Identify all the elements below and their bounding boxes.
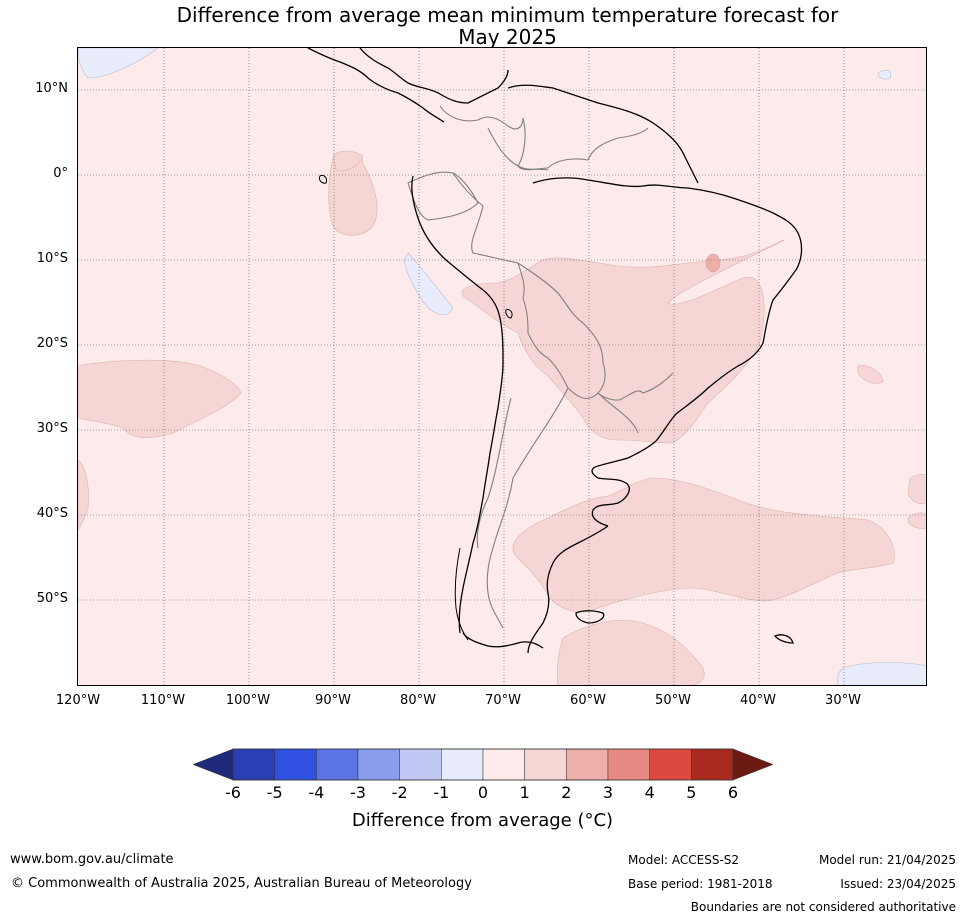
footer-model-run: Model run: 21/04/2025 [818, 853, 956, 867]
anomaly-east-edge-patch [907, 473, 926, 505]
anomaly-2-to-3-spot [705, 253, 721, 273]
anomaly-minus1-to-0-areas [78, 48, 926, 685]
lat-label-50S: 50°S [36, 591, 68, 606]
lon-label-80W: 80°W [400, 693, 436, 708]
anomaly-atlantic-small-patch [857, 365, 884, 384]
colorbar-segment [316, 748, 359, 781]
coastline [307, 48, 803, 654]
small-features [319, 175, 513, 641]
colorbar-segment [607, 748, 650, 781]
cool-northwest-patch [78, 48, 159, 79]
lat-label-20S: 20°S [36, 336, 68, 351]
lat-label-30S: 30°S [36, 421, 68, 436]
graticule [78, 48, 926, 685]
lat-label-10S: 10°S [36, 251, 68, 266]
footer-base-period: Base period: 1981-2018 [628, 877, 773, 891]
footer-model: Model: ACCESS-S2 [628, 853, 740, 867]
colorbar-tick-label: 5 [686, 783, 697, 802]
colorbar-segment [399, 748, 442, 781]
anomaly-1-to-2-areas [78, 150, 926, 685]
cool-small-atlantic-patch [877, 69, 891, 80]
rio-plata-coast [591, 440, 657, 527]
colorbar-segment [482, 748, 525, 781]
lon-label-110W: 110°W [140, 693, 186, 708]
tierra-del-fuego [462, 632, 544, 649]
colorbar-segment [441, 748, 484, 781]
venezuela-coast [507, 84, 699, 184]
falklands [575, 610, 605, 624]
colorbar-tick-label: -2 [391, 783, 408, 802]
central-america-coast [307, 48, 445, 123]
cool-peru-coast-patch [403, 252, 454, 316]
colorbar-tick-label: 2 [561, 783, 572, 802]
lon-label-120W: 120°W [55, 693, 101, 708]
colorbar-segment [691, 748, 734, 781]
amazon-coast [532, 177, 803, 271]
anomaly-pacific-west-patch [78, 359, 242, 438]
map-panel [77, 47, 927, 686]
colorbar-tick-label: -4 [308, 783, 325, 802]
lon-label-90W: 90°W [315, 693, 351, 708]
colorbar-tick-label: 1 [519, 783, 530, 802]
lon-label-30W: 30°W [825, 693, 861, 708]
anomaly-equatorial-patch [332, 150, 364, 172]
footer-copyright: © Commonwealth of Australia 2025, Austra… [11, 876, 472, 891]
country-borders [407, 105, 674, 629]
south-georgia [773, 634, 794, 644]
colorbar-segment [566, 748, 609, 781]
cool-southeast-patch [836, 662, 926, 685]
footer-website: www.bom.gov.au/climate [10, 852, 174, 867]
footer-disclaimer: Boundaries are not considered authoritat… [690, 900, 956, 914]
footer-issued: Issued: 23/04/2025 [840, 877, 956, 891]
caribbean-coast [359, 48, 509, 104]
titicaca-lake [505, 309, 513, 319]
map-title: Difference from average mean minimum tem… [0, 4, 965, 48]
colorbar-segment [274, 748, 317, 781]
lon-label-50W: 50°W [655, 693, 691, 708]
colorbar-tick-label: -6 [225, 783, 241, 802]
colorbar-segment [232, 748, 275, 781]
anomaly-brazil-patch [461, 239, 785, 444]
patagonia-east-coast [527, 525, 609, 654]
galapagos-islands [319, 175, 327, 184]
colorbar-tick-label: 4 [644, 783, 655, 802]
lat-label-10N: 10°N [35, 81, 68, 96]
lat-label-40S: 40°S [36, 506, 68, 521]
colorbar-tick-label: -3 [350, 783, 366, 802]
colorbar-segment [357, 748, 400, 781]
map-svg [78, 48, 926, 685]
lon-label-60W: 60°W [570, 693, 606, 708]
west-coast [411, 175, 504, 634]
colorbar-extend-low [193, 748, 234, 781]
anomaly-atlantic-south-patch [512, 477, 895, 613]
lon-label-40W: 40°W [740, 693, 776, 708]
colorbar-tick-label: 3 [602, 783, 614, 802]
colorbar [193, 748, 773, 781]
colorbar-tick-label: -1 [433, 783, 450, 802]
title-line-1: Difference from average mean minimum tem… [176, 3, 839, 27]
anomaly-west-edge-patch [78, 459, 89, 531]
chiloe-archipelago [454, 547, 469, 641]
colorbar-tick-label: 6 [727, 783, 739, 802]
colorbar-tick-label: 0 [477, 783, 489, 802]
colorbar-label: Difference from average (°C) [351, 810, 614, 831]
lon-label-70W: 70°W [485, 693, 521, 708]
colorbar-segment [524, 748, 567, 781]
anomaly-east-edge-patch-2 [907, 512, 926, 529]
colorbar-tick-label: -5 [266, 783, 283, 802]
title-line-2: May 2025 [458, 25, 557, 49]
colorbar-segment [649, 748, 692, 781]
lat-label-0: 0° [53, 166, 68, 181]
brazil-east-coast [655, 269, 797, 442]
colorbar-extend-high [732, 748, 773, 781]
lon-label-100W: 100°W [225, 693, 271, 708]
anomaly-south-pacific-patch [556, 620, 705, 685]
